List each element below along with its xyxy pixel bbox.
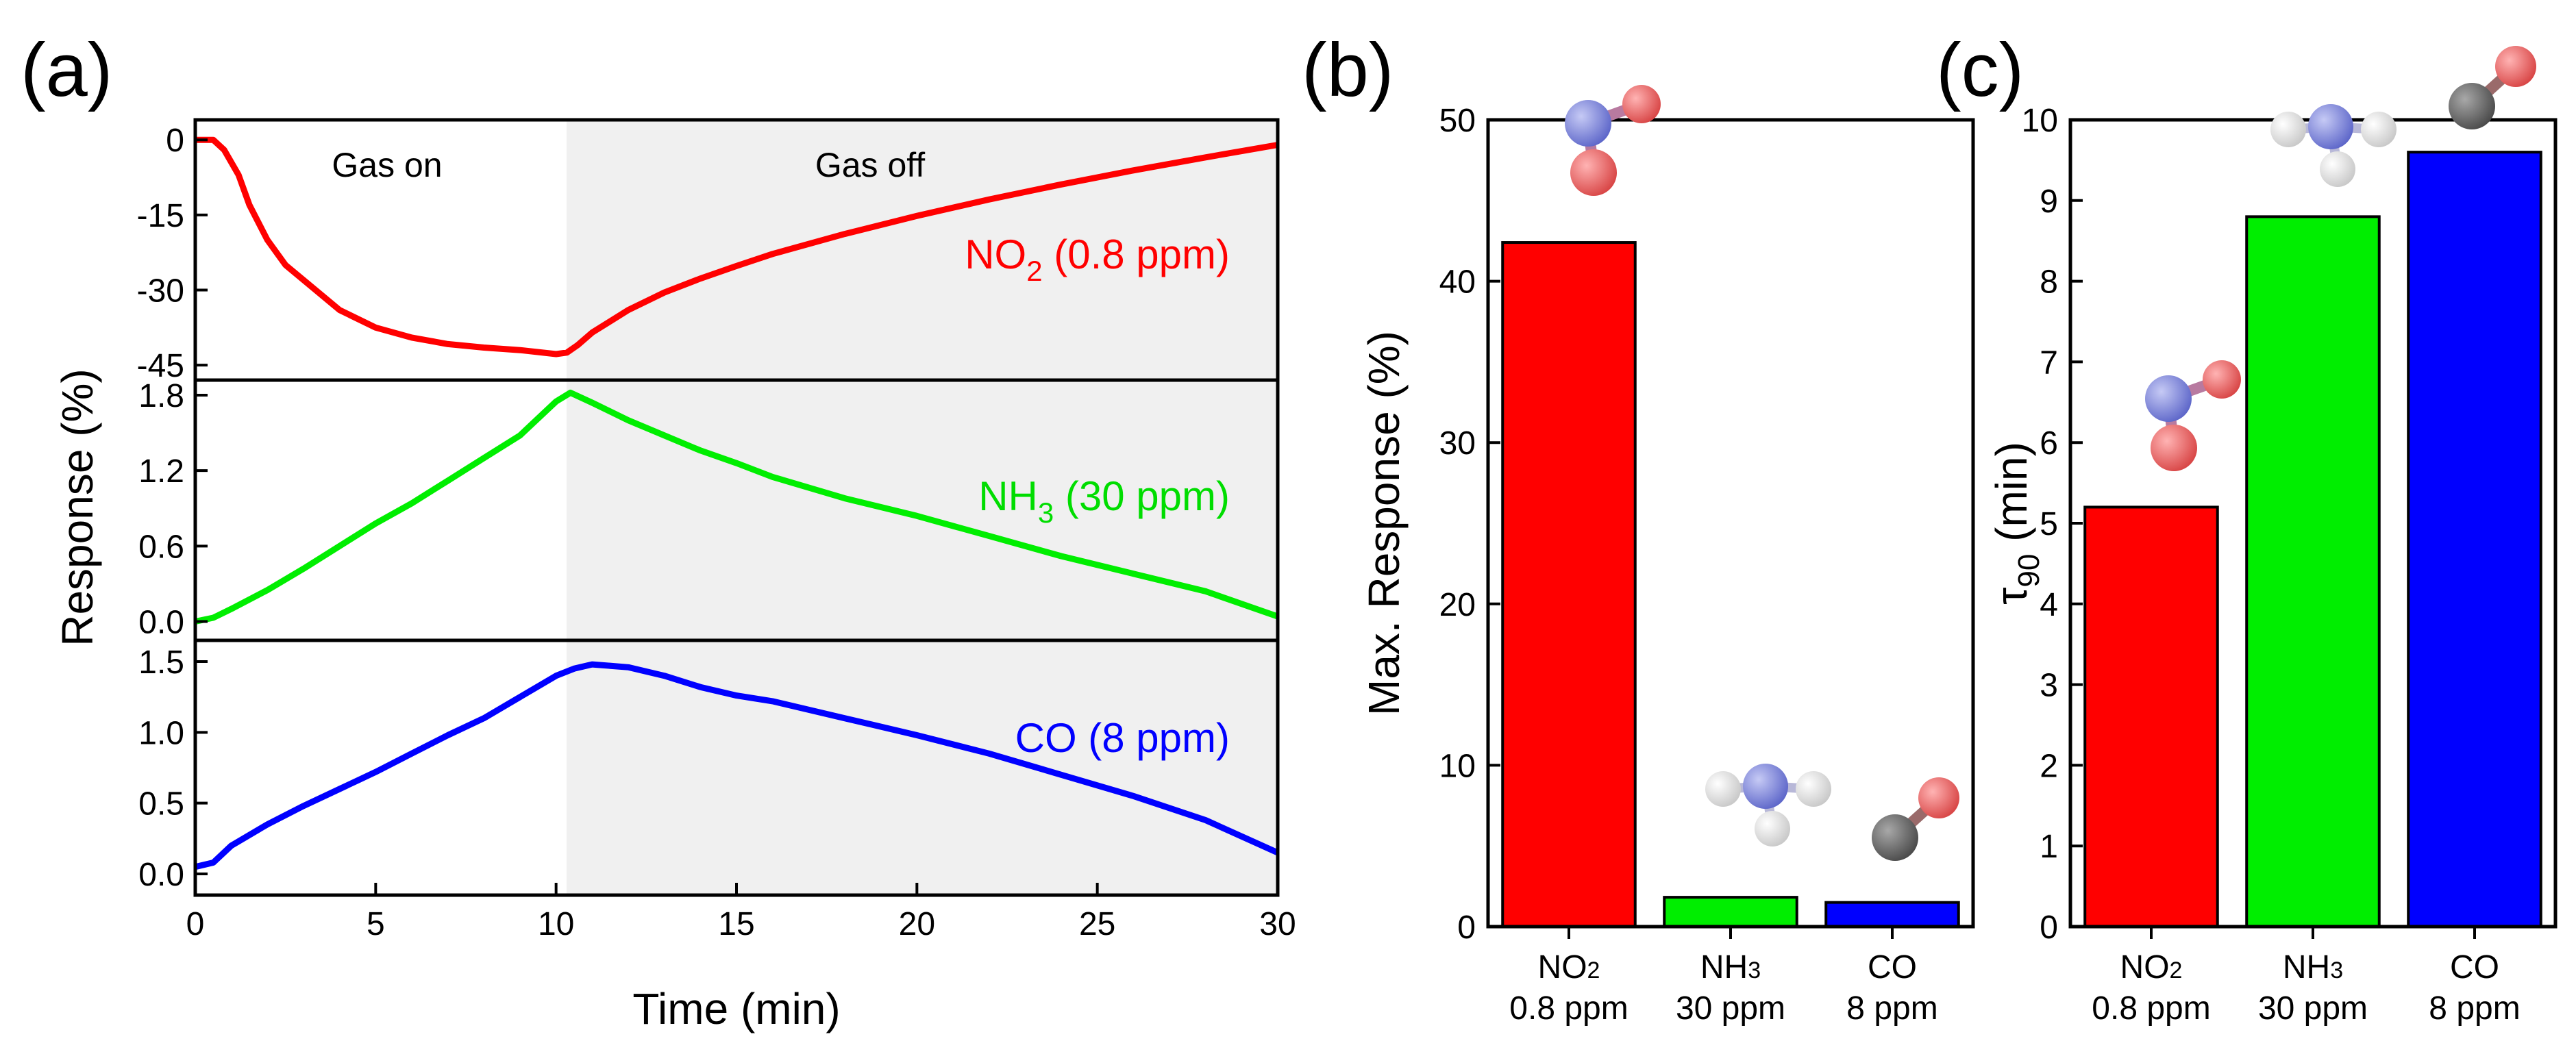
c-ytick-label: 8 (2040, 264, 2058, 301)
b-category-gas-co: CO (1868, 949, 1917, 986)
c-ytick-label: 10 (2022, 103, 2058, 139)
a-xtick-label: 15 (718, 906, 754, 942)
b-category-conc-no2: 0.8 ppm (1509, 990, 1628, 1027)
c-category-conc-nh3: 30 ppm (2258, 990, 2368, 1027)
b-ytick-label: 10 (1439, 748, 1476, 784)
c-ytick-label: 5 (2040, 506, 2058, 542)
a-xtick-label: 5 (367, 906, 385, 942)
nh3-response-line (195, 389, 1279, 625)
gas-off-shading (567, 120, 1278, 895)
nh3-series-label: NH3 (30 ppm) (978, 473, 1230, 529)
c-category-conc-co: 8 ppm (2429, 990, 2520, 1027)
a-xtick-label: 0 (186, 906, 205, 942)
a-y-axis-label: Response (%) (53, 368, 102, 647)
no2-ytick-label: -30 (137, 273, 184, 309)
b-ytick-label: 20 (1439, 587, 1476, 623)
no2-ytick-label: -45 (137, 348, 184, 384)
nh3-ytick-label: 0.6 (138, 529, 184, 565)
b-y-axis-label: Max. Response (%) (1359, 331, 1409, 716)
b-category-conc-co: 8 ppm (1846, 990, 1937, 1027)
b-category-conc-nh3: 30 ppm (1676, 990, 1785, 1027)
no2-ytick-label: 0 (166, 123, 184, 159)
nh3-ytick-label: 0.0 (138, 604, 184, 640)
subplot-co-frame (193, 638, 1280, 897)
b-bar-no2 (1501, 241, 1637, 928)
nh3-ytick-label: 1.2 (138, 453, 184, 490)
nh3-ytick-label: 1.8 (138, 378, 184, 414)
b-ytick-label: 30 (1439, 425, 1476, 462)
c-category-gas-co: CO (2450, 949, 2499, 986)
b-bar-co (1824, 901, 1960, 929)
co-ytick-label: 1.0 (138, 715, 184, 751)
a-xtick-label: 20 (899, 906, 935, 942)
nh3-molecule-b (1705, 764, 1831, 846)
c-ytick-label: 0 (2040, 910, 2058, 946)
co-ytick-label: 0.0 (138, 857, 184, 893)
co-ytick-label: 1.5 (138, 644, 184, 681)
c-category-conc-no2: 0.8 ppm (2092, 990, 2210, 1027)
b-plot-frame (1486, 118, 1975, 929)
gas-on-annotation: Gas on (332, 146, 442, 184)
b-ytick-label: 0 (1457, 910, 1476, 946)
b-ytick-label: 50 (1439, 103, 1476, 139)
gas-off-annotation: Gas off (815, 146, 925, 184)
b-category-gas-nh3: NH3 (1700, 949, 1761, 986)
co-ytick-label: 0.5 (138, 786, 184, 823)
no2-response-line (195, 136, 1278, 358)
c-ytick-label: 7 (2040, 344, 2058, 381)
b-category-gas-no2: NO2 (1538, 949, 1600, 986)
a-x-axis-label: Time (min) (632, 984, 840, 1033)
c-category-gas-nh3: NH3 (2283, 949, 2343, 986)
panel-label-c: (c) (1936, 28, 2024, 112)
co-response-line (194, 661, 1279, 870)
no2-ytick-label: -15 (137, 198, 184, 234)
b-ytick-label: 40 (1439, 264, 1476, 301)
c-y-axis-label: τ90 (min) (1987, 442, 2046, 605)
panel-label-a: (a) (21, 28, 112, 112)
nh3-molecule-c (2270, 104, 2397, 187)
b-bar-nh3 (1663, 896, 1798, 929)
c-bar-nh3 (2245, 215, 2381, 928)
c-bar-no2 (2083, 505, 2219, 928)
c-bar-co (2407, 151, 2542, 928)
co-series-label: CO (8 ppm) (1015, 715, 1230, 761)
no2-series-label: NO2 (0.8 ppm) (965, 231, 1230, 287)
a-xtick-label: 30 (1259, 906, 1296, 942)
panel-label-b: (b) (1302, 28, 1394, 112)
c-ytick-label: 2 (2040, 748, 2058, 784)
co-molecule-c (2449, 46, 2536, 129)
a-xtick-label: 10 (538, 906, 574, 942)
no2-molecule-c (2145, 360, 2241, 471)
c-ytick-label: 1 (2040, 829, 2058, 865)
c-ytick-label: 4 (2040, 587, 2058, 623)
c-ytick-label: 9 (2040, 184, 2058, 220)
a-xtick-label: 25 (1079, 906, 1115, 942)
co-molecule-b (1872, 777, 1959, 861)
no2-molecule-b (1565, 85, 1661, 196)
c-ytick-label: 6 (2040, 425, 2058, 462)
c-ytick-label: 3 (2040, 668, 2058, 704)
c-category-gas-no2: NO2 (2120, 949, 2183, 986)
